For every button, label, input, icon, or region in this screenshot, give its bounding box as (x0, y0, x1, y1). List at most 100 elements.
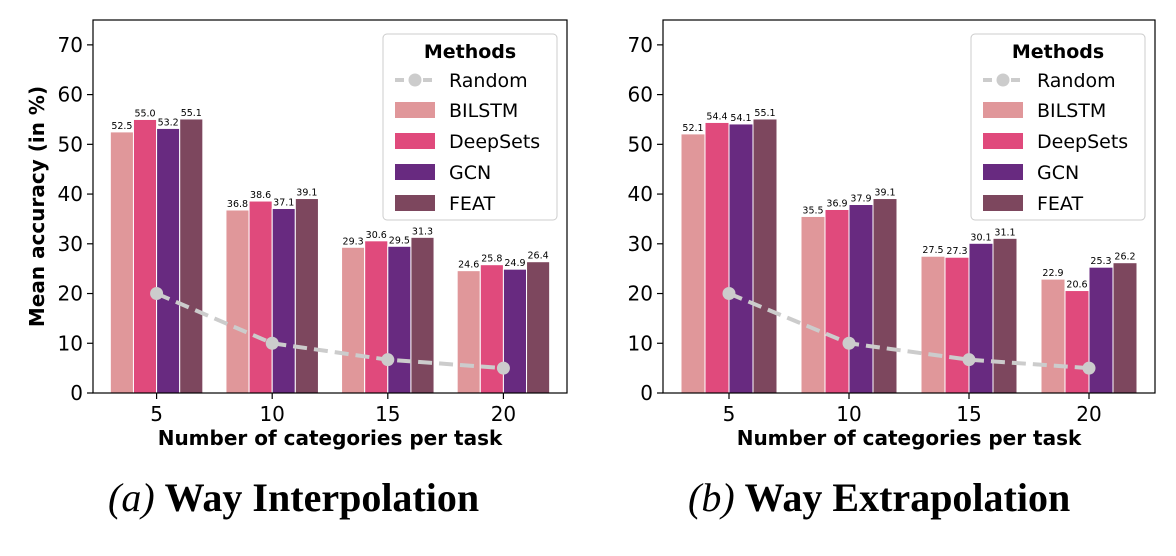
legend: Methods Random BILSTM DeepSets GCN FEAT (970, 33, 1146, 221)
y-tick-label: 0 (70, 381, 83, 405)
bar-gcn-10 (271, 207, 296, 394)
caption-left: (a) Way Interpolation (108, 474, 479, 521)
legend-label-feat: FEAT (449, 193, 495, 215)
bar-value-label: 31.1 (994, 227, 1015, 238)
bar-value-label: 27.5 (922, 245, 943, 256)
random-point-10 (842, 336, 856, 350)
bar-bilstm-20 (1040, 278, 1066, 394)
chart-right: 52.1 35.5 27.5 22.9 54.4 36.9 27.3 20.6 54.1 37.9… (628, 19, 1156, 450)
bar-value-label: 55.1 (181, 108, 202, 119)
x-tick-label: 15 (956, 402, 981, 426)
bar-value-label: 35.5 (802, 205, 823, 216)
bar-deepsets-20 (1064, 290, 1090, 394)
bar-gcn-15 (387, 245, 412, 394)
legend-random-marker (408, 73, 422, 87)
bar-feat-5 (179, 118, 204, 394)
legend-swatch-feat (395, 195, 435, 211)
random-point-15 (962, 353, 976, 367)
legend-label-bilstm: BILSTM (449, 100, 518, 122)
bar-value-label: 24.9 (504, 258, 525, 269)
bar-value-label: 36.8 (227, 199, 248, 210)
y-tick-label: 10 (628, 331, 653, 355)
y-tick-label: 20 (58, 282, 83, 306)
y-tick-label: 30 (628, 232, 653, 256)
bar-value-label: 24.6 (458, 260, 479, 271)
bar-value-label: 52.1 (682, 123, 703, 134)
random-point-20 (496, 361, 510, 375)
x-tick-label: 20 (1076, 402, 1101, 426)
y-tick-label: 10 (58, 331, 83, 355)
y-tick-label: 50 (628, 132, 653, 156)
legend-label-gcn: GCN (1037, 162, 1079, 184)
legend-random-label: Random (449, 70, 528, 92)
caption-right-title: Way Extrapolation (744, 475, 1071, 520)
caption-left-title: Way Interpolation (164, 475, 480, 520)
bar-gcn-5 (156, 127, 181, 394)
bar-deepsets-5 (132, 118, 158, 394)
axes-frame (662, 19, 1156, 394)
bar-feat-15 (410, 236, 435, 394)
bar-value-label: 30.1 (970, 232, 991, 243)
legend-random-label: Random (1037, 70, 1116, 92)
chart-left: 52.5 36.8 29.3 24.6 55.0 38.6 30.6 25.8 53.2 37.1… (25, 19, 568, 450)
bar-value-label: 22.9 (1042, 268, 1063, 279)
bar-deepsets-10 (248, 200, 273, 394)
y-tick-label: 70 (58, 33, 83, 57)
bar-gcn-20 (1088, 266, 1114, 394)
bar-gcn-10 (848, 204, 874, 394)
bar-value-label: 38.6 (250, 190, 271, 201)
bar-value-label: 54.4 (706, 111, 727, 122)
legend-swatch-gcn (395, 164, 435, 180)
bar-value-label: 36.9 (826, 198, 847, 209)
legend-swatch-bilstm (395, 102, 435, 118)
bar-value-label: 30.6 (366, 230, 387, 241)
caption-right: (b) Way Extrapolation (688, 474, 1070, 521)
random-line (728, 291, 1090, 371)
legend-swatch-deepsets (983, 133, 1023, 149)
y-tick-label: 20 (628, 282, 653, 306)
y-tick-label: 60 (628, 83, 653, 107)
bar-feat-20 (526, 261, 551, 394)
bar-value-label: 26.4 (528, 251, 549, 262)
bar-bilstm-10 (800, 215, 826, 394)
bar-deepsets-20 (479, 264, 504, 394)
legend-swatch-deepsets (395, 133, 435, 149)
bar-value-label: 54.1 (730, 113, 751, 124)
random-point-5 (722, 287, 736, 301)
random-line (155, 291, 504, 371)
bar-bilstm-15 (341, 246, 366, 394)
x-axis-label: Number of categories per task (737, 426, 1082, 450)
legend-label-deepsets: DeepSets (1037, 131, 1128, 153)
bar-value-label: 20.6 (1066, 280, 1087, 291)
random-point-20 (1082, 361, 1096, 375)
y-tick-label: 60 (58, 83, 83, 107)
y-tick-label: 30 (58, 232, 83, 256)
bar-value-label: 55.0 (134, 108, 155, 119)
random-point-5 (150, 287, 164, 301)
bar-gcn-15 (968, 242, 994, 394)
legend: Methods Random BILSTM DeepSets GCN FEAT (382, 33, 558, 221)
legend-label-feat: FEAT (1037, 193, 1083, 215)
bar-gcn-20 (502, 268, 528, 394)
bar-gcn-5 (728, 123, 754, 394)
bar-value-label: 37.9 (850, 194, 871, 205)
y-tick-label: 50 (58, 132, 83, 156)
bar-deepsets-15 (944, 256, 970, 394)
bar-bilstm-5 (680, 133, 706, 394)
random-point-15 (381, 353, 395, 367)
bar-value-label: 27.3 (946, 246, 967, 257)
bar-feat-20 (1112, 262, 1138, 394)
bar-bilstm-15 (920, 255, 946, 394)
x-tick-label: 15 (375, 402, 400, 426)
y-tick-label: 40 (58, 182, 83, 206)
bar-feat-15 (992, 237, 1018, 394)
bar-deepsets-15 (364, 240, 389, 394)
bar-value-label: 52.5 (111, 121, 132, 132)
bar-deepsets-5 (704, 121, 730, 394)
bar-value-label: 37.1 (273, 197, 294, 208)
legend-title: Methods (424, 41, 516, 63)
y-tick-label: 70 (628, 33, 653, 57)
y-axis-label: Mean accuracy (in %) (25, 86, 49, 327)
bar-value-label: 53.2 (158, 117, 179, 128)
